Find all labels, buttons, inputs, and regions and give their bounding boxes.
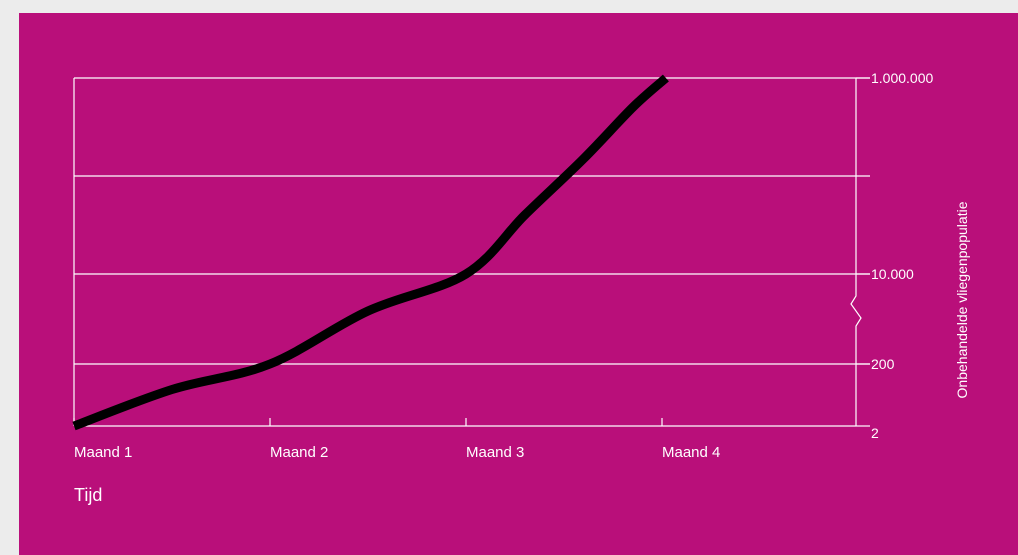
y-axis-title: Onbehandelde vliegenpopulatie bbox=[954, 201, 970, 398]
x-tick-label: Maand 3 bbox=[466, 444, 524, 461]
x-axis-title: Tijd bbox=[74, 485, 102, 505]
axes bbox=[73, 78, 862, 427]
x-tick-label: Maand 2 bbox=[270, 444, 328, 461]
chart-panel bbox=[19, 13, 1018, 555]
gridlines bbox=[74, 77, 870, 365]
x-ticks: Maand 1 Maand 2 Maand 3 Maand 4 bbox=[73, 418, 720, 461]
y-axis-break bbox=[850, 78, 862, 426]
y-tick-label: 1.000.000 bbox=[871, 70, 933, 86]
y-tick-label: 200 bbox=[871, 356, 895, 372]
population-curve bbox=[72, 74, 669, 431]
y-ticks: 2 200 10.000 1.000.000 bbox=[856, 70, 933, 441]
y-tick-label: 2 bbox=[871, 425, 879, 441]
x-tick-label: Maand 4 bbox=[662, 444, 720, 461]
x-tick-label: Maand 1 bbox=[74, 444, 132, 461]
y-tick-label: 10.000 bbox=[871, 266, 914, 282]
